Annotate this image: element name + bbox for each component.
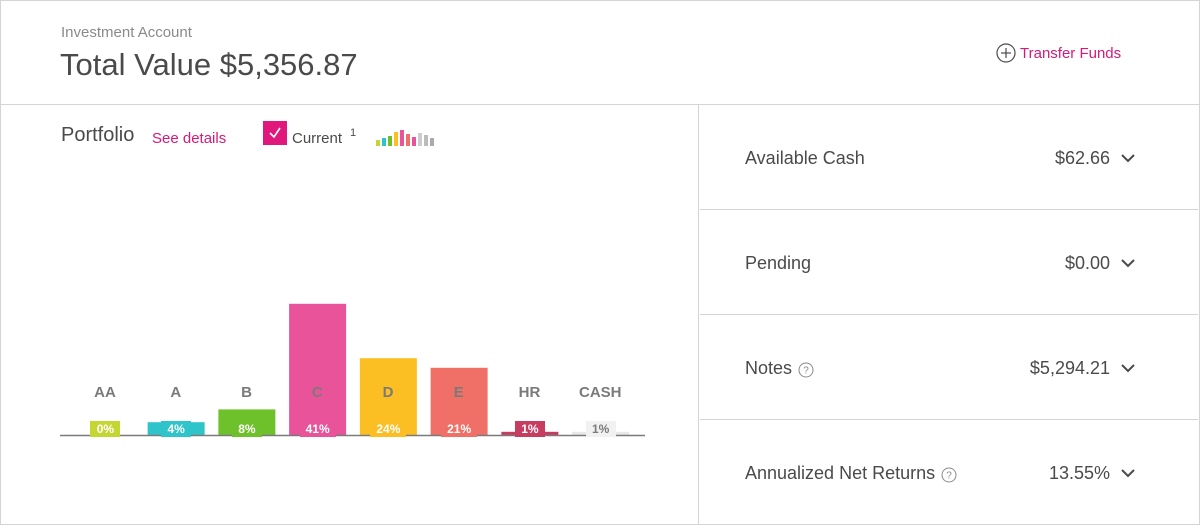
question-circle-icon[interactable]: ? — [941, 467, 957, 483]
chevron-down-icon[interactable] — [1120, 361, 1136, 375]
portfolio-panel: Portfolio See details Current 1 AA A B C D E H… — [0, 105, 699, 525]
see-details-link[interactable]: See details — [152, 130, 227, 147]
svg-text:?: ? — [946, 470, 952, 481]
summary-value: $5,294.21 — [1029, 358, 1110, 378]
percentage-badge-aa: 0% — [90, 421, 121, 437]
total-value-label: Total Value — [60, 47, 212, 82]
summary-row-available-cash[interactable]: Available Cash $62.66 — [700, 105, 1198, 210]
summary-label: Annualized Net Returns ? — [745, 463, 957, 484]
plus-circle-icon — [996, 43, 1016, 63]
percentage-badge-e: 21% — [441, 421, 478, 437]
category-label-cash: CASH — [578, 384, 622, 401]
summary-value: $0.00 — [1064, 253, 1110, 273]
current-checkbox[interactable] — [263, 121, 287, 145]
category-label-a: A — [170, 384, 182, 401]
category-label-e: E — [453, 384, 464, 401]
total-value: Total Value $5,356.87 — [60, 47, 358, 83]
percentage-badges: 0% 4% 8% 41% 24% 21% 1% 1% — [70, 421, 636, 439]
percentage-badge-c: 41% — [299, 421, 336, 437]
percentage-badge-a: 4% — [161, 421, 192, 437]
account-summary: Available Cash $62.66 Pending $0.00 Note… — [700, 105, 1198, 525]
transfer-funds-label: Transfer Funds — [1020, 44, 1122, 62]
question-circle-icon[interactable]: ? — [798, 362, 814, 378]
portfolio-title: Portfolio — [61, 124, 135, 146]
percentage-badge-d: 24% — [370, 421, 407, 437]
transfer-funds-button[interactable]: Transfer Funds — [996, 43, 1121, 63]
chevron-down-icon[interactable] — [1120, 466, 1136, 480]
category-label-aa: AA — [94, 384, 116, 401]
checkmark-icon — [269, 127, 281, 139]
chevron-down-icon[interactable] — [1120, 151, 1136, 165]
summary-label: Available Cash — [745, 148, 865, 168]
portfolio-bar-chart — [60, 303, 645, 437]
summary-label: Notes ? — [745, 358, 814, 379]
percentage-badge-hr: 1% — [514, 421, 545, 437]
svg-text:?: ? — [803, 365, 809, 376]
account-header: Investment Account Total Value $5,356.87… — [0, 0, 1200, 105]
bar-chart-icon[interactable] — [376, 130, 434, 146]
summary-row-notes[interactable]: Notes ? $5,294.21 — [700, 315, 1198, 420]
category-label-d: D — [382, 384, 394, 401]
category-label-hr: HR — [518, 384, 541, 401]
chevron-down-icon[interactable] — [1120, 256, 1136, 270]
summary-value: 13.55% — [1048, 463, 1110, 483]
summary-label: Pending — [745, 253, 812, 273]
summary-row-annualized-net-returns[interactable]: Annualized Net Returns ? 13.55% — [700, 420, 1198, 525]
percentage-badge-b: 8% — [231, 421, 262, 437]
percentage-badge-cash: 1% — [585, 421, 616, 437]
category-label-b: B — [241, 384, 252, 401]
summary-row-pending[interactable]: Pending $0.00 — [700, 210, 1198, 315]
current-label: Current — [292, 130, 343, 147]
category-labels: AA A B C D E HR CASH — [70, 384, 636, 404]
summary-value: $62.66 — [1054, 148, 1110, 168]
total-value-amount: $5,356.87 — [219, 47, 358, 82]
current-footnote: 1 — [350, 127, 357, 139]
bar-c — [289, 303, 347, 435]
category-label-c: C — [311, 384, 323, 401]
account-label: Investment Account — [61, 24, 192, 41]
